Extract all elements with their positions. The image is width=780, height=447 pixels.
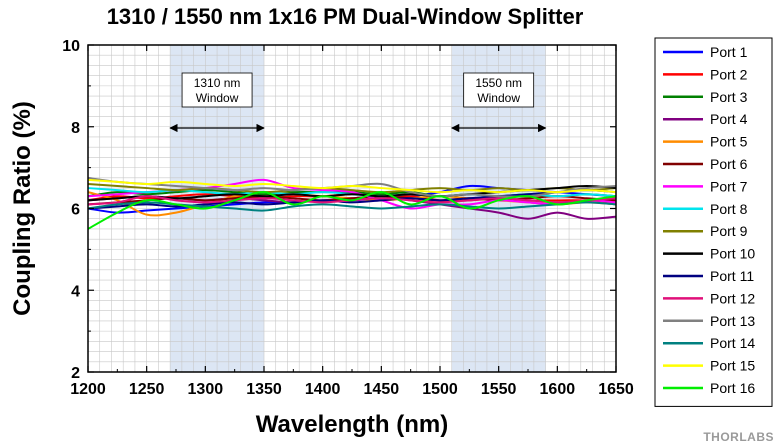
legend-label-port-7: Port 7 (710, 178, 748, 194)
y-tick-label: 8 (71, 120, 80, 137)
legend: Port 1 Port 2 Port 3 Port 4 Port 5 Port 6 Port… (654, 37, 773, 407)
legend-label-port-3: Port 3 (710, 89, 748, 105)
chart-title: 1310 / 1550 nm 1x16 PM Dual-Window Split… (106, 4, 584, 29)
legend-box (654, 37, 773, 407)
series-lines (87, 176, 617, 230)
legend-label-port-9: Port 9 (710, 223, 748, 239)
legend-label-port-12: Port 12 (710, 290, 755, 306)
legend-label-port-5: Port 5 (710, 134, 748, 150)
x-tick-label: 1500 (422, 381, 458, 398)
window-label-line2: Window (196, 91, 239, 105)
legend-label-port-10: Port 10 (710, 246, 755, 262)
legend-label-port-14: Port 14 (710, 335, 755, 351)
window-label-box (463, 72, 535, 108)
x-tick-label: 1250 (129, 381, 165, 398)
window-label-line1: 1550 nm (475, 76, 522, 90)
series-line-port-11 (87, 189, 617, 210)
x-tick-label: 1650 (598, 381, 634, 398)
x-tick-label: 1450 (364, 381, 400, 398)
y-tick-label: 10 (62, 38, 80, 55)
series-line-port-16 (87, 191, 617, 230)
y-tick-label: 4 (71, 283, 80, 300)
x-tick-label: 1200 (70, 381, 106, 398)
axis-ticks: 1200 1250 1300 1350 1400 1450 1500 1550 1600 1650… (62, 38, 634, 398)
series-line-port-15 (87, 178, 617, 194)
legend-label-port-15: Port 15 (710, 358, 755, 374)
legend-label-port-2: Port 2 (710, 66, 748, 82)
x-tick-label: 1300 (188, 381, 224, 398)
legend-label-port-4: Port 4 (710, 111, 748, 127)
y-tick-label: 2 (71, 365, 80, 382)
window-label-line2: Window (477, 91, 520, 105)
x-axis-label: Wavelength (nm) (256, 411, 448, 438)
legend-label-port-16: Port 16 (710, 380, 755, 396)
x-tick-label: 1350 (246, 381, 282, 398)
x-tick-label: 1550 (481, 381, 517, 398)
window-label-line1: 1310 nm (194, 76, 241, 90)
x-tick-label: 1400 (305, 381, 341, 398)
thorlabs-logo: THORLABS (703, 430, 774, 444)
y-axis-label: Coupling Ratio (%) (9, 101, 36, 316)
legend-label-port-13: Port 13 (710, 313, 755, 329)
window-label-box (181, 72, 253, 108)
y-tick-label: 6 (71, 202, 80, 219)
legend-label-port-8: Port 8 (710, 201, 748, 217)
legend-label-port-1: Port 1 (710, 44, 748, 60)
legend-label-port-11: Port 11 (710, 268, 754, 284)
x-tick-label: 1600 (540, 381, 576, 398)
legend-label-port-6: Port 6 (710, 156, 748, 172)
